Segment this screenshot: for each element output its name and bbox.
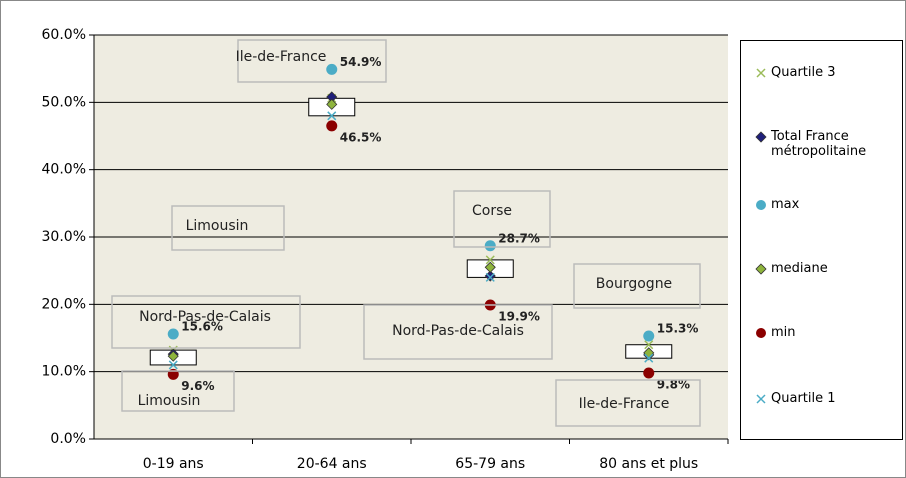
value-label: 15.3%	[657, 321, 699, 335]
legend-symbol	[755, 263, 767, 275]
annotation: Limousin	[138, 393, 201, 409]
annotation: Nord-Pas-de-Calais	[392, 323, 524, 339]
y-tick-label: 0.0%	[50, 431, 86, 447]
legend-label: mediane	[771, 261, 828, 276]
annotation-box	[453, 190, 551, 248]
point	[326, 98, 338, 110]
point	[485, 255, 495, 265]
legend-item: mediane	[755, 261, 900, 276]
legend-symbol	[755, 131, 767, 143]
x-tick-label: 65-79 ans	[455, 456, 525, 472]
legend-marker	[755, 263, 767, 275]
y-tick-label: 20.0%	[42, 296, 86, 312]
point	[326, 63, 338, 75]
annotation-box	[573, 263, 701, 309]
point	[485, 272, 495, 282]
point	[327, 111, 337, 121]
point	[643, 367, 655, 379]
point	[326, 120, 338, 132]
x-tick-label: 20-64 ans	[297, 456, 367, 472]
value-label: 19.9%	[498, 310, 540, 324]
legend-item: Total France métropolitaine	[755, 129, 900, 159]
legend-symbol	[756, 328, 766, 338]
legend-marker	[756, 200, 766, 210]
legend-marker	[756, 328, 766, 338]
value-label: 9.8%	[657, 378, 690, 392]
legend-item: Quartile 3	[755, 65, 900, 80]
legend-symbol	[756, 394, 766, 404]
value-label: 9.6%	[181, 379, 214, 393]
legend-marker	[756, 68, 766, 78]
legend-label: min	[771, 325, 796, 340]
value-label: 15.6%	[181, 319, 223, 333]
value-label: 54.9%	[340, 55, 382, 69]
legend-label: Quartile 3	[771, 65, 836, 80]
x-tick-label: 0-19 ans	[143, 456, 204, 472]
annotation: Ile-de-France	[236, 49, 327, 65]
legend: Quartile 3 Total France métropolitaine max…	[740, 40, 903, 440]
point	[644, 340, 654, 350]
legend-item: max	[755, 197, 900, 212]
y-tick-label: 50.0%	[42, 94, 86, 110]
point	[643, 330, 655, 342]
point	[167, 350, 179, 362]
x-tick-label: 80 ans et plus	[599, 456, 698, 472]
value-label: 28.7%	[498, 231, 540, 245]
legend-symbol	[756, 68, 766, 78]
legend-symbol	[756, 200, 766, 210]
point	[167, 328, 179, 340]
annotation-box	[111, 295, 301, 349]
annotation: Ile-de-France	[579, 396, 670, 412]
annotation-box	[121, 370, 235, 412]
annotation: Corse	[472, 203, 512, 219]
point	[168, 360, 178, 370]
y-tick-label: 10.0%	[42, 364, 86, 380]
annotation: Nord-Pas-de-Calais	[139, 309, 271, 325]
y-tick-label: 60.0%	[42, 27, 86, 43]
legend-label: Total France métropolitaine	[771, 129, 867, 159]
legend-label: Quartile 1	[771, 391, 836, 406]
legend-item: Quartile 1	[755, 391, 900, 406]
legend-label: max	[771, 197, 800, 212]
y-tick-label: 40.0%	[42, 162, 86, 178]
point	[484, 261, 496, 273]
annotation-box	[237, 39, 387, 83]
legend-item: min	[755, 325, 900, 340]
value-label: 46.5%	[340, 130, 382, 144]
annotation: Bourgogne	[596, 276, 672, 292]
annotation: Limousin	[186, 218, 249, 234]
y-tick-label: 30.0%	[42, 229, 86, 245]
legend-marker	[755, 131, 767, 143]
legend-marker	[756, 394, 766, 404]
annotation-box	[171, 205, 285, 251]
annotation-box	[363, 304, 553, 360]
point	[484, 240, 496, 252]
point	[644, 353, 654, 363]
annotation-box	[555, 379, 701, 427]
